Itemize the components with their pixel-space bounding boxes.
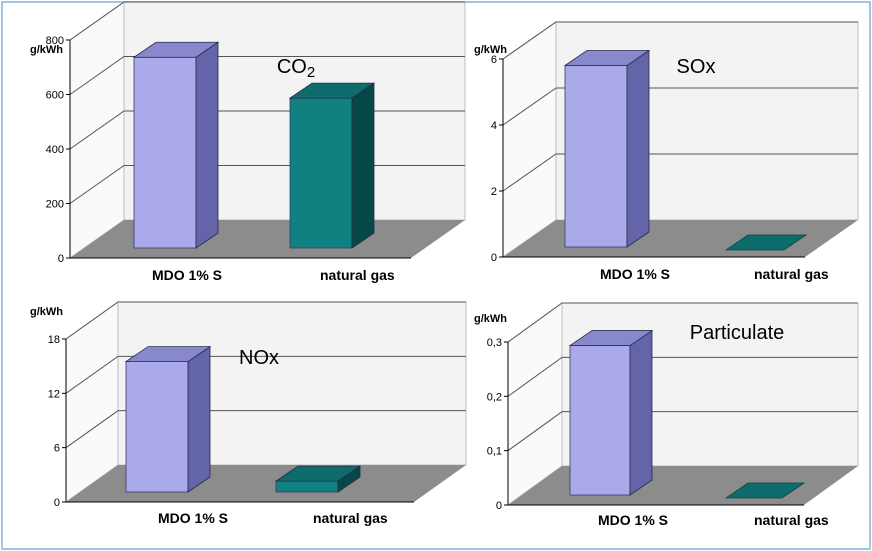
bar-mdo [132,41,220,249]
y-axis-label: g/kWh [30,44,63,56]
category-label: MDO 1% S [152,267,222,283]
y-tick-label: 2 [491,186,497,198]
bar-front [125,361,189,493]
gridline [65,410,466,449]
gridline [502,87,858,126]
bar-top [274,465,362,482]
chart-floor [503,220,858,257]
gridline [65,301,466,340]
bar-front [569,345,631,496]
bar-side [626,49,650,248]
y-tick-label: 200 [46,199,64,211]
chart-title: SOx [677,56,716,78]
gridline [507,302,858,343]
bar-top [724,234,808,251]
category-label: MDO 1% S [600,266,670,282]
gridline [507,411,858,452]
y-tick-label: 18 [48,334,60,346]
bar-top [563,50,651,66]
bar-top [124,346,212,363]
y-tick-label: 0 [496,500,502,512]
y-tick-label: 0 [491,252,497,264]
y-tick-label: 800 [46,35,64,47]
gridline [502,153,858,192]
bar-side [195,41,219,249]
y-tick-label: 6 [491,54,497,66]
gridline [502,21,858,60]
category-label: natural gas [754,512,829,528]
y-tick-label: 0 [58,253,64,265]
chart-floor [70,220,465,258]
y-axis-label: g/kWh [474,44,507,56]
category-label: MDO 1% S [598,512,668,528]
y-tick-label: 600 [46,90,64,102]
chart-panel-3: 0 6 12 18 g/kWh NOx MDO 1% S natural gas [30,301,467,526]
bar-mdo [124,345,212,493]
category-label: natural gas [313,510,388,526]
chart-title: Particulate [690,322,785,344]
bar-natural-gas [288,82,376,249]
bar-front [275,480,339,493]
category-label: natural gas [754,266,829,282]
bar-natural-gas [724,482,806,499]
y-tick-label: 4 [491,120,497,132]
bar-side [351,82,375,249]
side-wall [502,21,557,258]
category-label: MDO 1% S [158,510,228,526]
y-tick-label: 400 [46,144,64,156]
y-tick-label: 12 [48,388,60,400]
bar-side [187,345,211,493]
y-tick-label: 0,1 [487,446,502,458]
chart-title-subscript: 2 [307,64,315,81]
gridline [69,1,465,41]
chart-title: NOx [239,347,279,369]
bar-side [629,329,653,496]
y-tick-label: 6 [54,443,60,455]
chart-floor [508,466,858,505]
bar-top [132,41,220,58]
bar-top [568,330,654,346]
y-axis-label: g/kWh [30,306,63,318]
bar-front [133,56,197,249]
chart-panel-2: 0 2 4 6g/kWh SOx MDO 1% S natural gas [474,21,859,282]
category-label: natural gas [320,267,395,283]
bar-front [289,97,353,249]
bar-mdo [563,49,651,248]
gridline [65,355,466,394]
chart-panel-4: 0 0,1 0,2 0,3 g/kWh Particulate MDO 1% S natura… [474,302,859,528]
bar-natural-gas [274,465,362,493]
gridline [69,56,465,95]
gridline [507,356,858,397]
bar-natural-gas [724,234,808,251]
bar-top [724,482,806,499]
bar-top [288,82,376,99]
bar-mdo [568,329,654,496]
bar-front [564,65,628,248]
y-axis-label: g/kWh [474,313,507,325]
y-tick-label: 0,3 [487,337,502,349]
y-tick-label: 0,2 [487,391,502,403]
y-tick-label: 0 [54,497,60,509]
